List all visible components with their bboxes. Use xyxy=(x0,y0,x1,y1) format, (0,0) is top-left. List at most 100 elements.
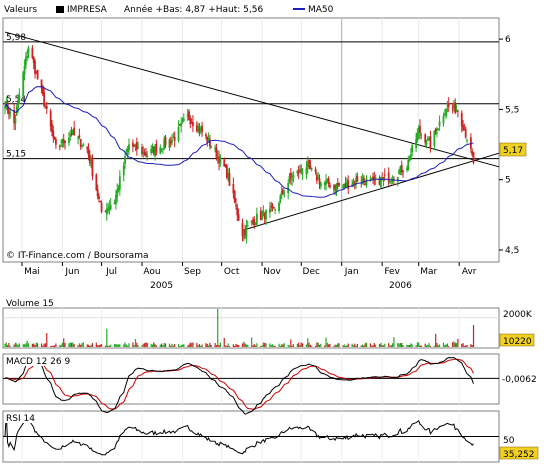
volume-bar xyxy=(226,345,228,347)
candle-body xyxy=(272,206,275,209)
volume-bar xyxy=(273,345,275,347)
volume-bar xyxy=(134,338,137,347)
candle-body xyxy=(150,149,153,153)
volume-bar xyxy=(408,345,411,347)
candle-body xyxy=(318,178,321,185)
volume-bar xyxy=(399,342,402,347)
candle-body xyxy=(443,113,446,115)
candle-body xyxy=(274,208,277,211)
volume-bar xyxy=(452,342,454,347)
volume-bar xyxy=(136,342,138,347)
candle-body xyxy=(282,189,284,194)
volume-axis-tick: 2000K xyxy=(503,310,533,320)
candle-body xyxy=(53,137,56,140)
candle-body xyxy=(310,168,313,170)
candle-body xyxy=(469,137,472,149)
volume-bar xyxy=(243,341,245,347)
candle-body xyxy=(336,182,339,186)
volume-bar xyxy=(347,343,349,347)
volume-bar xyxy=(114,344,116,347)
candle-body xyxy=(116,189,119,197)
volume-bar xyxy=(209,342,211,347)
volume-bar xyxy=(318,344,321,347)
candle-body xyxy=(300,169,303,171)
volume-bar xyxy=(438,344,441,347)
candle-body xyxy=(420,134,423,136)
volume-bar xyxy=(162,345,164,347)
candle-body xyxy=(96,189,99,197)
volume-bar xyxy=(164,343,167,347)
volume-bar xyxy=(146,342,148,347)
volume-bar xyxy=(296,343,298,347)
volume-bar xyxy=(154,343,156,347)
candle-body xyxy=(335,183,338,191)
volume-bar xyxy=(27,343,30,347)
candle-body xyxy=(154,146,156,157)
volume-bar xyxy=(317,342,319,347)
volume-bar xyxy=(393,337,395,347)
volume-bar xyxy=(227,343,229,347)
candle-body xyxy=(9,112,12,114)
candle-body xyxy=(364,184,367,186)
macd-panel xyxy=(2,353,500,405)
volume-bar xyxy=(372,345,374,347)
candle-body xyxy=(426,138,429,141)
header-label: Valeurs xyxy=(4,5,37,15)
candle-body xyxy=(117,188,120,191)
candle-body xyxy=(86,146,89,149)
candle-body xyxy=(91,159,94,177)
candle-body xyxy=(49,110,52,127)
candle-body xyxy=(82,144,85,146)
candle-body xyxy=(323,182,326,186)
candle-body xyxy=(297,171,300,174)
candle-body xyxy=(192,121,194,127)
volume-bar xyxy=(378,344,381,347)
candle-body xyxy=(22,72,25,97)
volume-bar xyxy=(411,344,413,347)
price-level-label: 5,98 xyxy=(6,33,26,43)
candle-body xyxy=(433,130,436,147)
volume-bar xyxy=(128,343,130,347)
candle-body xyxy=(197,126,200,131)
volume-bar xyxy=(31,343,34,347)
candle-body xyxy=(338,183,340,186)
candle-body xyxy=(265,210,267,220)
candle-body xyxy=(291,178,294,180)
volume-bar xyxy=(123,344,125,347)
volume-bar xyxy=(119,344,121,347)
candle-body xyxy=(181,121,184,123)
volume-bar xyxy=(42,345,44,347)
volume-bar xyxy=(198,344,201,347)
x-tick-label: Fev xyxy=(384,267,400,277)
candle-body xyxy=(270,206,273,208)
volume-bar xyxy=(14,342,17,347)
x-tick-label: Nov xyxy=(263,267,281,277)
candle-body xyxy=(437,128,440,130)
volume-bar xyxy=(418,342,420,347)
candle-body xyxy=(434,128,437,132)
candle-body xyxy=(463,129,466,131)
volume-bar xyxy=(337,343,339,347)
volume-bar xyxy=(325,337,327,347)
volume-bar xyxy=(454,342,456,347)
volume-bar xyxy=(371,345,373,347)
candle-body xyxy=(455,109,458,111)
candle-body xyxy=(451,107,454,109)
candle-body xyxy=(419,125,421,134)
candle-body xyxy=(35,71,38,73)
volume-bar xyxy=(308,342,310,347)
candle-body xyxy=(160,148,163,150)
volume-bar xyxy=(235,343,237,347)
candle-body xyxy=(172,137,175,139)
candle-body xyxy=(261,213,263,220)
volume-bar xyxy=(391,343,394,347)
x-tick-label: Aou xyxy=(143,267,160,277)
volume-bar xyxy=(281,344,283,347)
candle-body xyxy=(370,178,373,180)
candle-body xyxy=(362,177,365,182)
candle-body xyxy=(198,129,201,132)
candle-body xyxy=(142,151,145,154)
volume-bar xyxy=(46,333,48,347)
candle-body xyxy=(68,137,70,144)
candle-body xyxy=(58,146,61,148)
